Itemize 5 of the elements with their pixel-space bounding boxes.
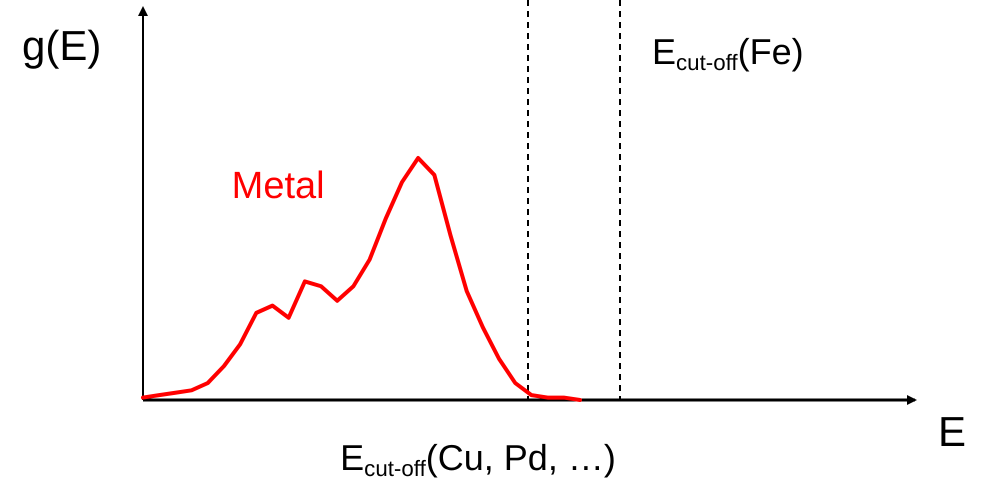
text: E$_{cut-off}$(Cu, Pd, …) [340,437,616,480]
y-axis-title: g(E) [22,22,102,69]
series-label: Metal [232,165,325,207]
text: E$_{cut-off}$(Fe) [652,31,804,74]
text: E [938,408,966,455]
